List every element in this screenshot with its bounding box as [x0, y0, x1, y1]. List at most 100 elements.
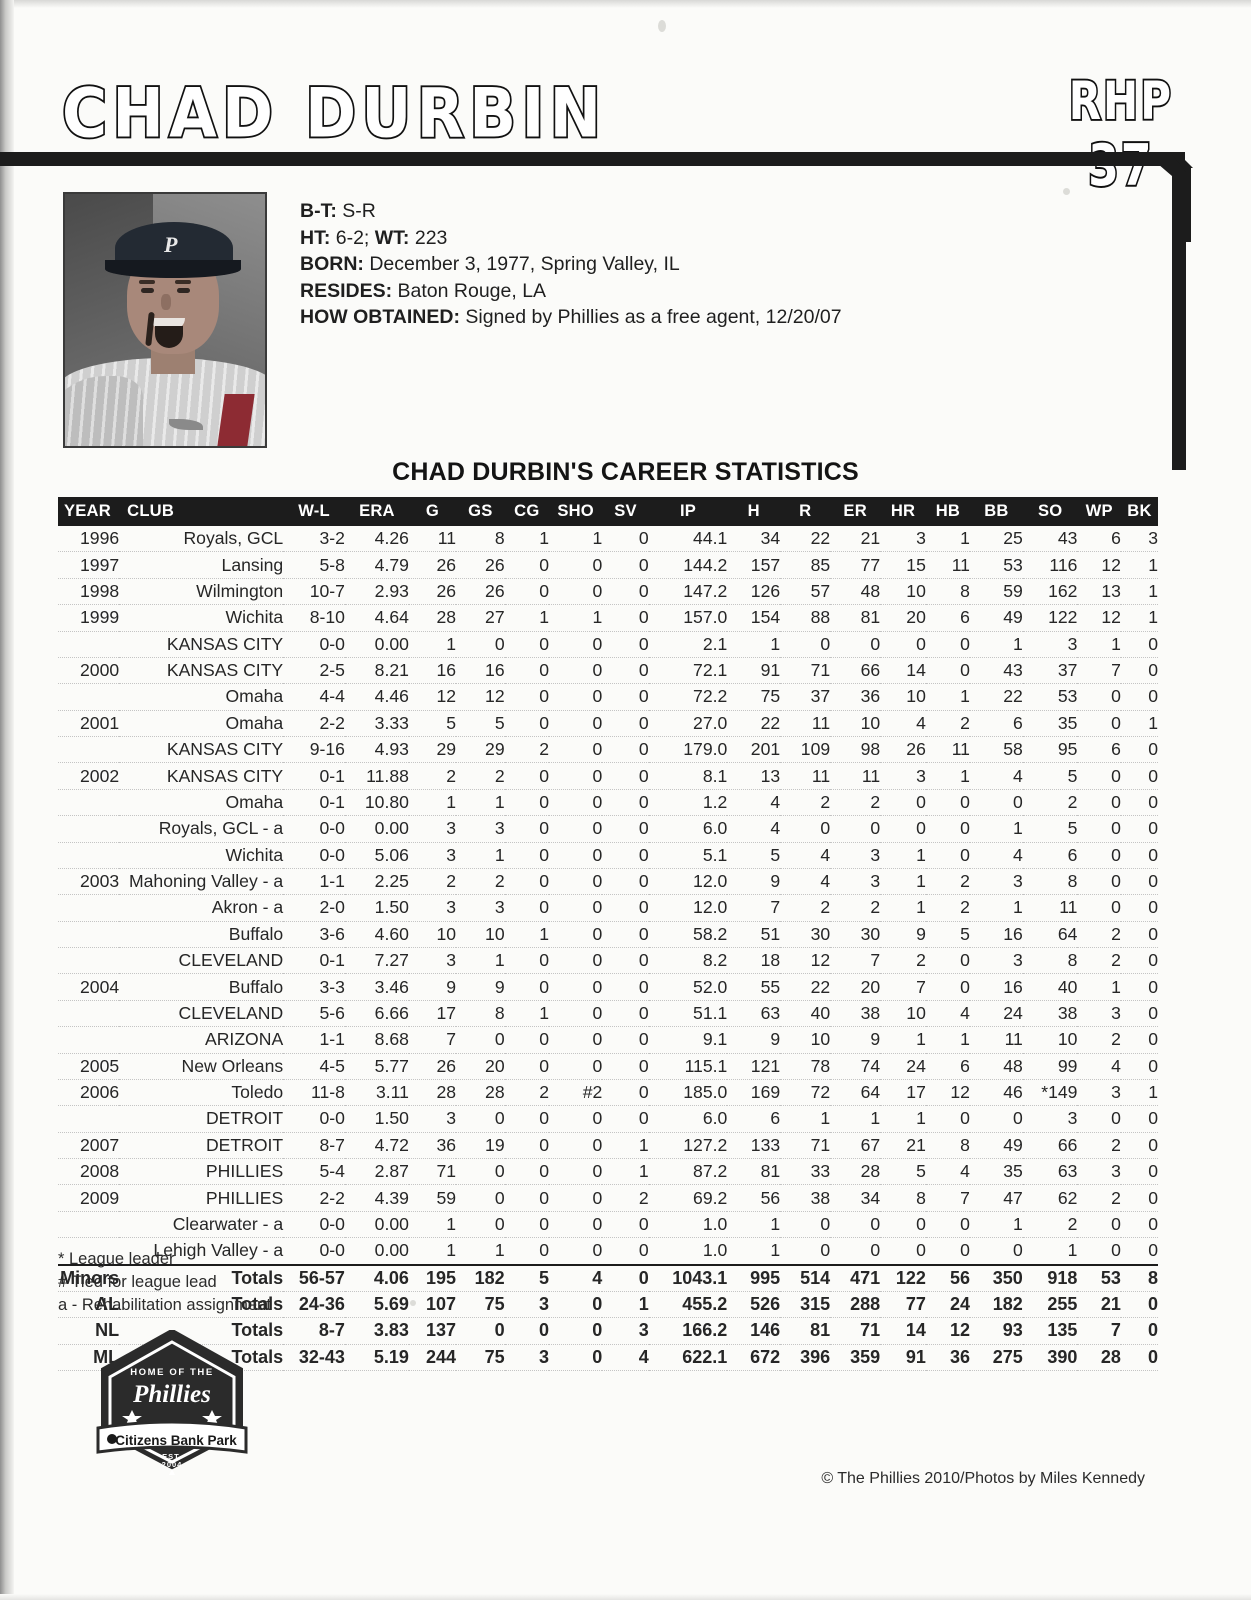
column-header-r: R — [780, 497, 831, 526]
cell-cg: 0 — [504, 710, 549, 738]
cell-ip: 144.2 — [648, 551, 728, 579]
cell-ip: 72.1 — [648, 657, 728, 685]
cell-r: 0 — [780, 1211, 831, 1239]
cell-so: 38 — [1022, 1000, 1078, 1028]
cell-h: 5 — [727, 842, 781, 869]
totals-cell-bb: 275 — [969, 1344, 1023, 1372]
cell-sv: 0 — [602, 710, 649, 738]
cell-year — [58, 1211, 120, 1239]
table-row: CLEVELAND 5-6 6.66 17 8 1 0 0 51.1 63 40 38 10 4 24 38 3… — [58, 1000, 1158, 1028]
player-position-number: RHP 37 — [1067, 68, 1173, 201]
cell-sv: 2 — [602, 1184, 649, 1212]
cell-g: 2 — [408, 868, 457, 896]
cell-g: 11 — [408, 526, 457, 553]
cell-bb: 53 — [969, 551, 1023, 579]
cell-ip: 5.1 — [648, 842, 728, 869]
totals-cell-er: 359 — [830, 1344, 881, 1372]
totals-cell-g: 137 — [408, 1317, 457, 1345]
cell-bb: 16 — [969, 973, 1023, 1001]
cell-gs: 8 — [456, 526, 505, 553]
bio-row-how-obtained: HOW OBTAINED: Signed by Phillies as a fr… — [300, 304, 842, 331]
cell-sv: 0 — [602, 1000, 649, 1028]
cell-r: 2 — [780, 894, 831, 922]
cell-bk: 0 — [1120, 1132, 1158, 1160]
cell-er: 81 — [830, 604, 881, 632]
table-row: ARIZONA 1-1 8.68 7 0 0 0 0 9.1 9 10 9 1 1 11 10 2 0 — [58, 1026, 1158, 1054]
cell-so: 8 — [1022, 868, 1078, 896]
cell-er: 74 — [830, 1053, 881, 1080]
cell-g: 5 — [408, 710, 457, 738]
cell-bb: 16 — [969, 921, 1023, 949]
cell-wp: 2 — [1077, 1026, 1121, 1054]
cell-h: 18 — [727, 947, 781, 975]
cell-sho: 0 — [548, 578, 603, 606]
totals-cell-bk: 0 — [1120, 1344, 1158, 1372]
cell-h: 75 — [727, 683, 781, 711]
cell-gs: 1 — [456, 789, 505, 817]
totals-group-label: Minors — [58, 1263, 120, 1292]
cell-g: 28 — [408, 604, 457, 632]
cell-hr: 10 — [880, 1000, 926, 1028]
totals-cell-sv: 4 — [602, 1344, 649, 1372]
cell-bb: 0 — [969, 1105, 1023, 1133]
cell-era: 5.77 — [344, 1053, 409, 1080]
cell-h: 133 — [727, 1132, 781, 1160]
cell-g: 3 — [408, 815, 457, 843]
totals-cell-cg: 3 — [504, 1291, 549, 1319]
cell-hr: 21 — [880, 1132, 926, 1160]
cell-wl: 0-0 — [283, 1211, 345, 1239]
cell-wl: 11-8 — [283, 1079, 345, 1107]
bio-label-resides: RESIDES: — [300, 279, 393, 302]
cell-bk: 0 — [1120, 921, 1158, 949]
cell-sv: 0 — [602, 578, 649, 606]
cell-sho: 0 — [548, 762, 603, 790]
totals-cell-ip: 622.1 — [648, 1344, 728, 1372]
cell-gs: 2 — [456, 868, 505, 896]
cell-gs: 26 — [456, 578, 505, 606]
totals-label: Totals — [119, 1291, 284, 1319]
cell-wp: 1 — [1077, 631, 1121, 658]
cell-wl: 2-2 — [283, 710, 345, 738]
cell-gs: 0 — [456, 1184, 505, 1212]
cell-r: 10 — [780, 1026, 831, 1054]
cell-bb: 6 — [969, 710, 1023, 738]
cell-club: Omaha — [119, 710, 284, 738]
cell-sho: 0 — [548, 921, 603, 949]
cell-wl: 0-0 — [283, 1237, 345, 1265]
table-row: 2009 PHILLIES 2-2 4.39 59 0 0 0 2 69.2 56 38 34 8 7 47 6… — [58, 1184, 1158, 1212]
cell-er: 3 — [830, 868, 881, 896]
totals-cell-hb: 12 — [925, 1317, 970, 1345]
column-header-cg: CG — [504, 497, 549, 526]
cell-h: 81 — [727, 1158, 781, 1186]
bio-row-resides: RESIDES: Baton Rouge, LA — [300, 278, 842, 305]
cell-ip: 52.0 — [648, 973, 728, 1001]
cell-ip: 72.2 — [648, 683, 728, 711]
cell-r: 37 — [780, 683, 831, 711]
cell-hb: 0 — [925, 842, 970, 869]
cell-r: 12 — [780, 947, 831, 975]
cell-sho: 0 — [548, 1000, 603, 1028]
cell-cg: 0 — [504, 842, 549, 869]
cell-g: 10 — [408, 921, 457, 949]
cell-gs: 0 — [456, 1211, 505, 1239]
cell-ip: 12.0 — [648, 894, 728, 922]
cell-r: 40 — [780, 1000, 831, 1028]
table-row: Buffalo 3-6 4.60 10 10 1 0 0 58.2 51 30 30 9 5 16 64 2 0 — [58, 921, 1158, 949]
cell-sv: 0 — [602, 973, 649, 1001]
scan-edge-bottom — [0, 1594, 1251, 1600]
cell-wl: 5-6 — [283, 1000, 345, 1028]
cell-hb: 0 — [925, 947, 970, 975]
cell-bb: 1 — [969, 1211, 1023, 1239]
cell-cg: 0 — [504, 1211, 549, 1239]
totals-cell-wl: 32-43 — [283, 1344, 345, 1372]
cell-r: 0 — [780, 1237, 831, 1265]
cell-sho: 0 — [548, 736, 603, 764]
cell-hr: 9 — [880, 921, 926, 949]
cell-wp: 1 — [1077, 973, 1121, 1001]
cell-wl: 0-0 — [283, 842, 345, 869]
table-row: 2002 KANSAS CITY 0-1 11.88 2 2 0 0 0 8.1 13 11 11 3 1 4… — [58, 762, 1158, 790]
totals-cell-er: 471 — [830, 1263, 881, 1292]
cell-h: 154 — [727, 604, 781, 632]
cell-era: 2.87 — [344, 1158, 409, 1186]
totals-cell-h: 995 — [727, 1263, 781, 1292]
